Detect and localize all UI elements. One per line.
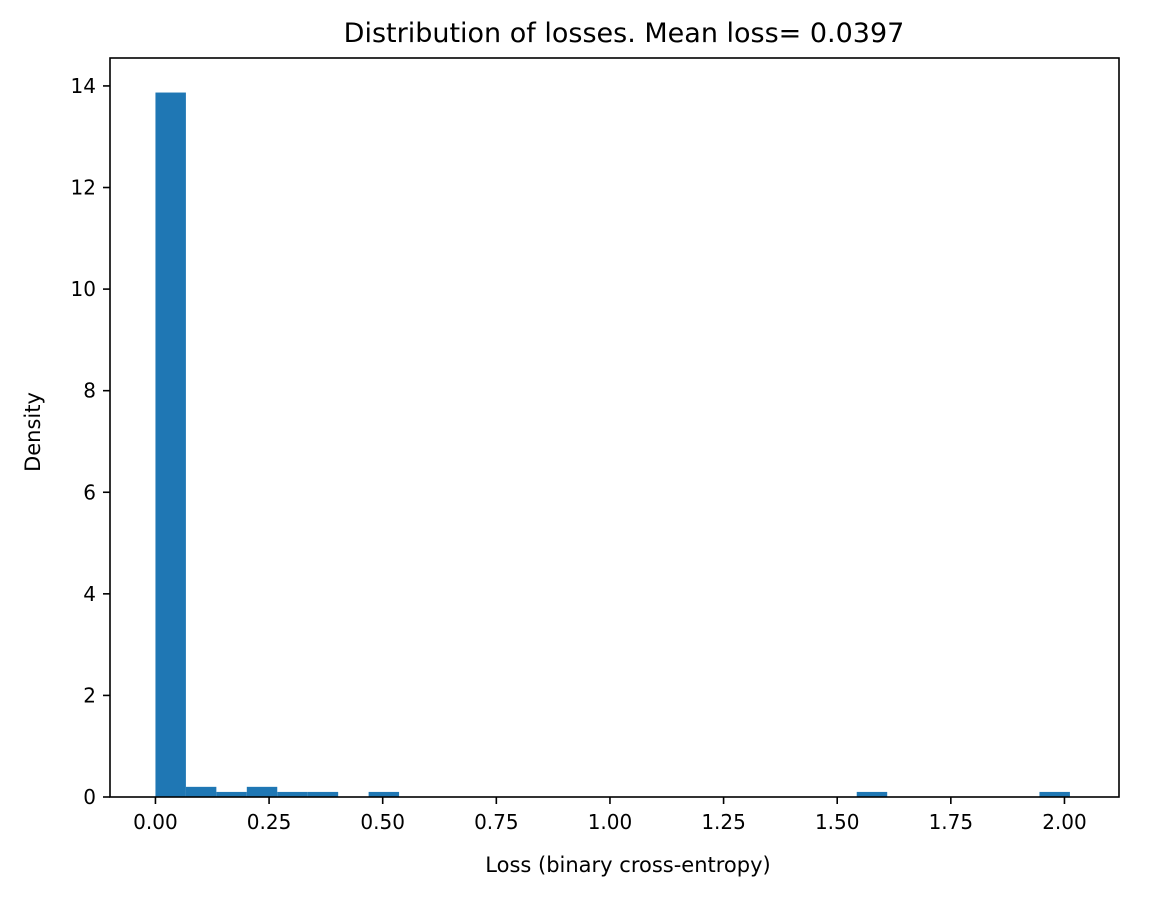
- histogram-bar-0: [155, 92, 186, 797]
- histogram-bar-8: [1039, 791, 1070, 797]
- y-axis: 0 2 4 6 8 10 12 14: [71, 74, 110, 809]
- x-tick-label: 1.50: [815, 810, 860, 834]
- x-tick-label: 0.75: [474, 810, 519, 834]
- y-tick-label: 2: [83, 683, 96, 707]
- histogram-bar-7: [856, 791, 888, 797]
- x-tick-label: 1.25: [701, 810, 746, 834]
- histogram-bar-4: [277, 791, 308, 797]
- histogram-bar-6: [368, 791, 400, 797]
- x-axis-label: Loss (binary cross-entropy): [485, 853, 770, 877]
- y-tick-label: 12: [71, 176, 96, 200]
- y-tick-label: 10: [71, 277, 96, 301]
- histogram-bar-1: [185, 786, 217, 797]
- y-axis-label: Density: [21, 392, 45, 472]
- x-tick-label: 0.00: [133, 810, 178, 834]
- y-tick-label: 14: [71, 74, 96, 98]
- y-tick-label: 6: [83, 480, 96, 504]
- y-tick-label: 0: [83, 785, 96, 809]
- x-tick-label: 0.25: [247, 810, 292, 834]
- x-tick-label: 0.50: [360, 810, 405, 834]
- x-axis: 0.00 0.25 0.50 0.75 1.00 1.25 1.50 1.75 2.00: [133, 797, 1087, 834]
- histogram-bar-3: [246, 786, 278, 797]
- bars-layer: [155, 92, 1070, 797]
- x-tick-label: 1.75: [929, 810, 974, 834]
- y-tick-label: 8: [83, 379, 96, 403]
- histogram-bar-5: [307, 791, 339, 797]
- y-tick-label: 4: [83, 582, 96, 606]
- chart-title: Distribution of losses. Mean loss= 0.039…: [344, 18, 905, 49]
- x-tick-label: 1.00: [588, 810, 633, 834]
- x-tick-label: 2.00: [1042, 810, 1087, 834]
- plot-frame: [109, 57, 1120, 798]
- histogram-bar-2: [216, 791, 247, 797]
